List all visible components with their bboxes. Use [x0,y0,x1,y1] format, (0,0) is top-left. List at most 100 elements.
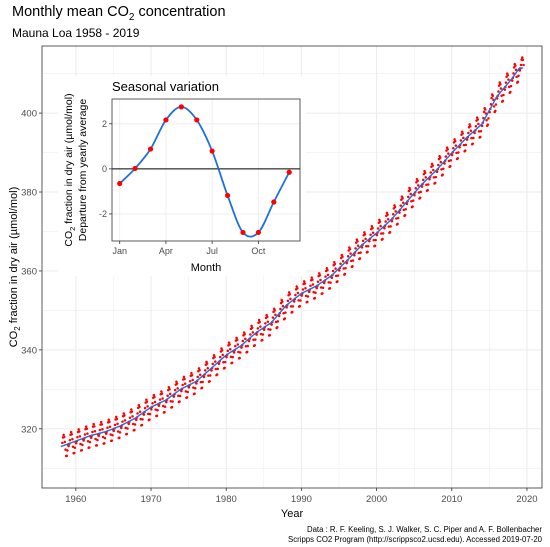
data-point [417,191,421,194]
y-tick-label: 400 [21,109,37,120]
inset-x-tick-label: Jan [112,246,127,256]
data-point [172,395,176,398]
data-point [152,393,156,397]
data-point [319,278,322,282]
data-point [329,281,332,284]
data-point [509,90,512,94]
data-point [150,408,153,411]
data-point [470,136,473,140]
data-point [77,428,80,431]
data-point [304,294,308,298]
data-point [519,63,523,67]
data-point [258,320,261,324]
data-point [130,410,134,413]
data-point [170,405,174,409]
data-point [328,286,332,290]
seasonal-point [271,199,277,205]
data-point [190,371,193,375]
data-point [88,446,91,449]
data-point [193,386,197,390]
data-point [349,252,352,255]
data-point [148,418,151,421]
data-point [276,320,280,323]
data-point [325,266,329,270]
data-point [269,328,272,331]
data-point [369,233,372,236]
data-point [167,386,171,389]
data-point [311,278,314,281]
inset-x-tick-label: Jul [206,246,218,256]
data-point [453,139,457,143]
inset-x-axis-label: Month [191,262,222,274]
data-point [259,332,263,336]
inset-y-axis-label-2: Departure from yearly average [77,99,89,242]
data-point [192,386,195,389]
data-point [145,400,149,403]
data-point [177,394,180,397]
data-point [69,430,73,434]
data-point [428,178,431,181]
data-point [138,405,141,409]
data-point [176,387,179,390]
data-point [166,394,169,397]
data-point [394,210,397,213]
data-point [512,72,515,75]
data-point [321,286,325,290]
data-point [183,377,186,381]
data-point [124,426,127,430]
data-point [145,398,148,402]
data-point [256,327,260,330]
data-point [346,255,350,258]
data-point [65,454,68,458]
data-point [226,349,230,353]
data-point [409,192,412,196]
monthly-points [61,56,525,458]
data-point [133,423,137,426]
data-point [383,226,386,230]
data-point [262,328,266,331]
data-point [374,238,377,242]
inset-x-tick-label: Apr [159,246,173,256]
data-point [229,355,233,359]
data-point [273,309,277,312]
data-point [417,184,420,187]
inset-y-axis-label: CO2 fraction in dry air (µmol/mol) [63,93,77,246]
data-point [157,404,161,408]
data-point [103,436,107,440]
data-point [462,143,466,147]
data-point [115,417,119,421]
data-point [440,168,443,171]
data-point [260,338,264,342]
data-point [368,240,371,243]
data-point [441,173,444,176]
data-point [364,237,367,241]
data-point [306,295,310,298]
data-point [376,227,380,230]
seasonal-point [224,192,231,199]
data-point [121,420,124,423]
data-point [239,351,242,354]
data-point [198,368,201,372]
data-point [334,267,337,270]
data-point [106,426,109,430]
data-source-caption: Data : R. F. Keeling, S. J. Walker, S. C… [288,525,542,545]
data-point [484,108,487,111]
data-point [384,220,387,223]
data-point [259,325,262,328]
data-point [437,163,440,167]
data-point [411,205,414,208]
data-point [333,262,337,266]
data-point [246,344,250,348]
data-point [120,426,123,430]
data-point [461,132,464,135]
data-point [78,435,82,438]
data-point [372,238,376,242]
data-point [168,392,172,396]
data-point [182,375,186,379]
data-point [266,320,270,323]
data-point [462,136,465,140]
data-point [371,226,374,230]
data-point [288,293,292,296]
data-point [62,435,66,439]
data-point [187,386,191,389]
